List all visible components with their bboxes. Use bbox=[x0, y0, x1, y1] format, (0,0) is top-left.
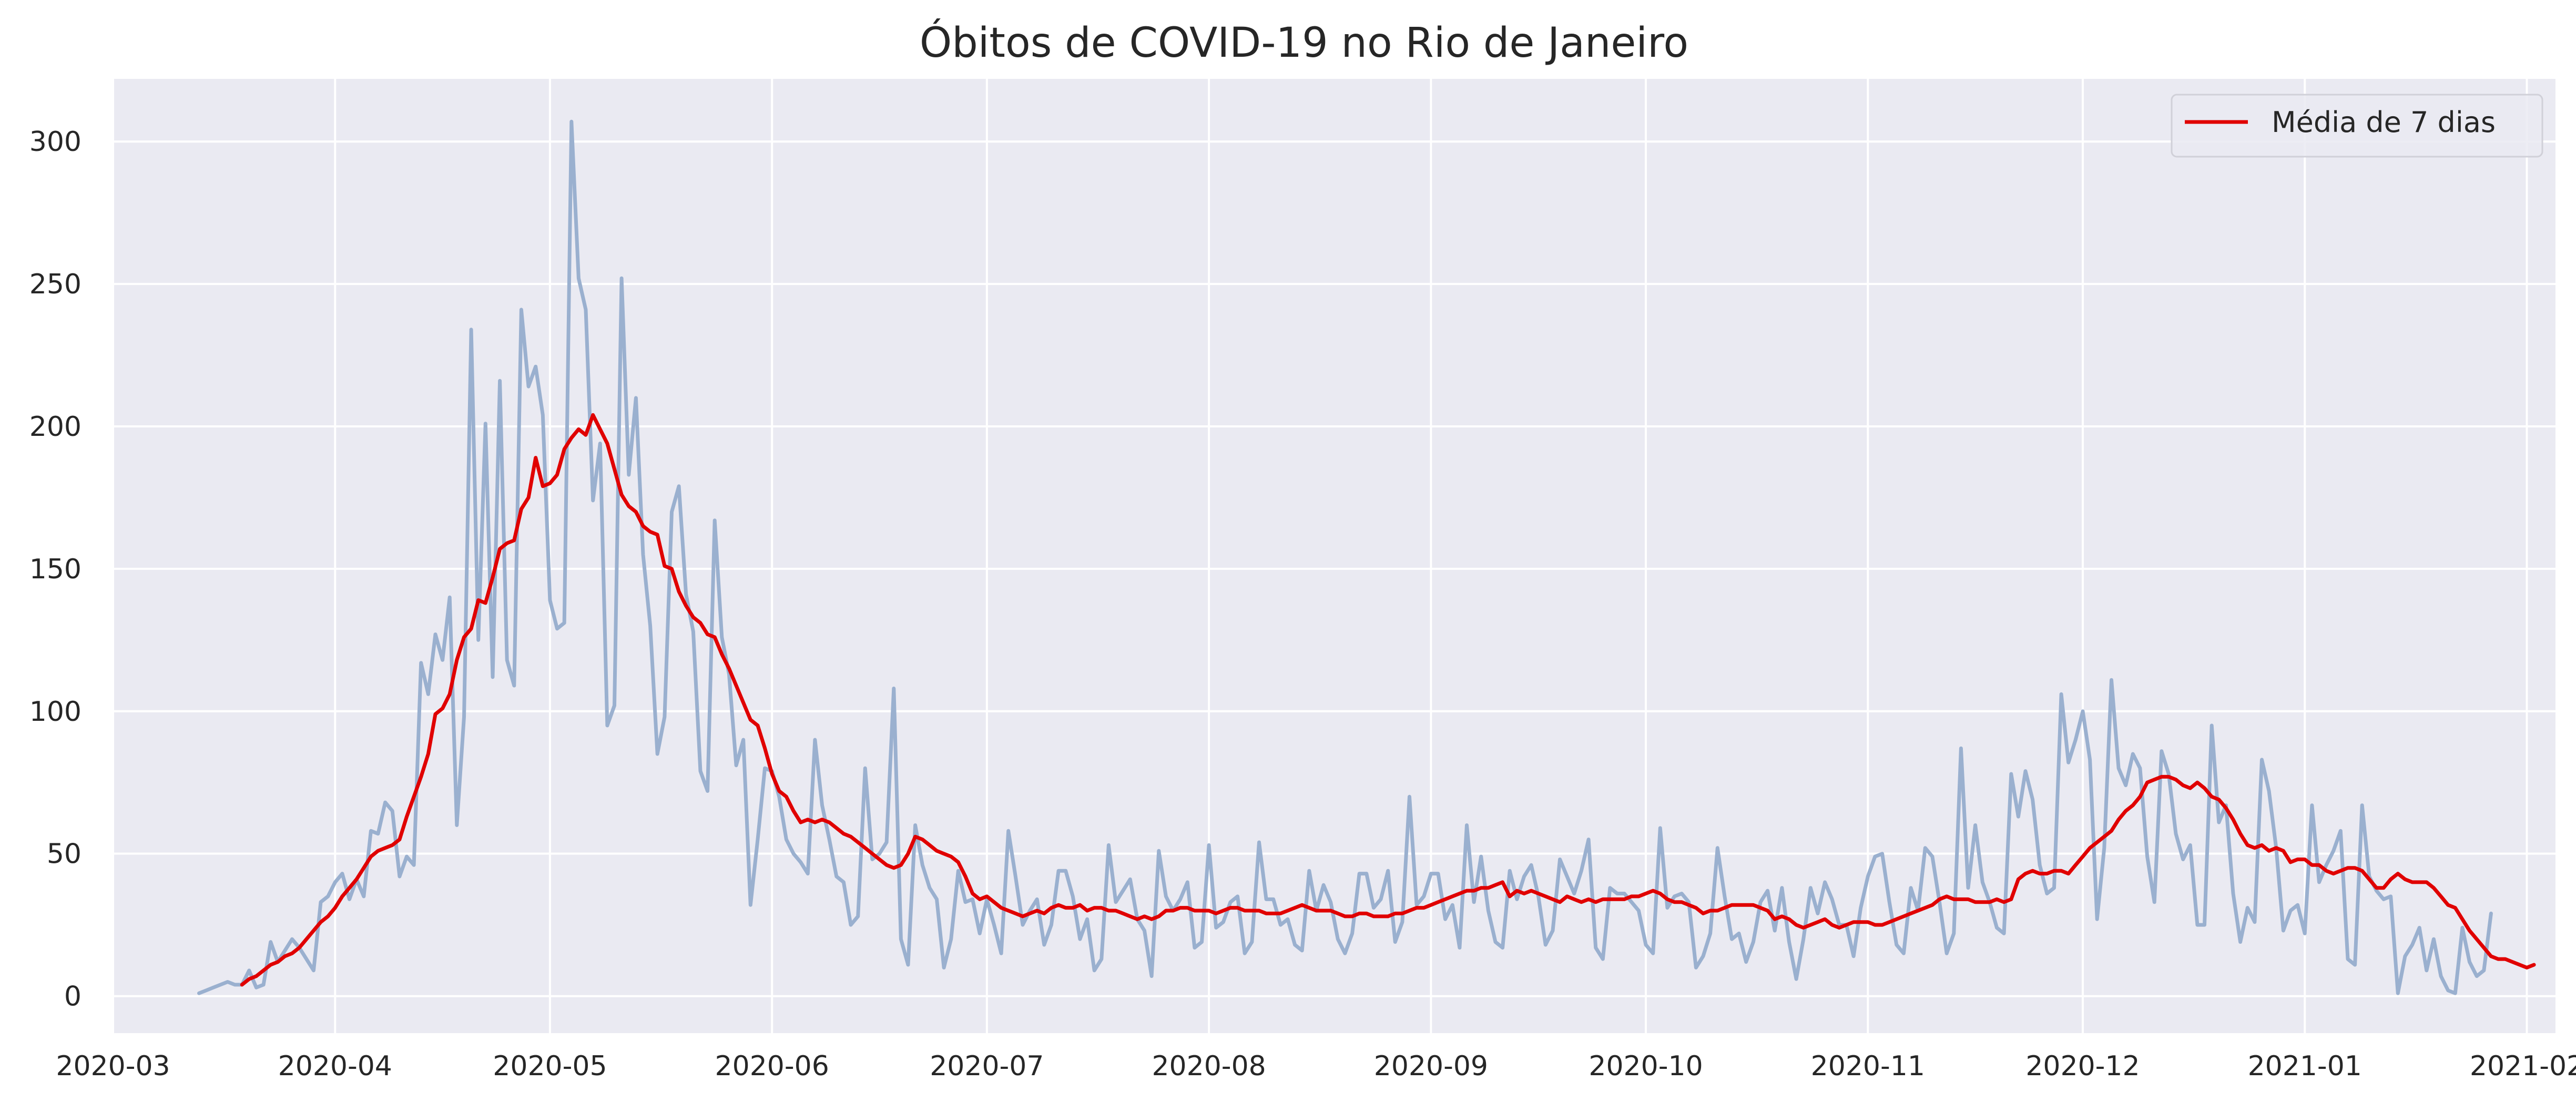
x-tick-label: 2020-06 bbox=[715, 1050, 829, 1082]
x-tick-label: 2021-02 bbox=[2470, 1050, 2576, 1082]
y-tick-label: 200 bbox=[29, 411, 82, 443]
y-tick-label: 250 bbox=[29, 269, 82, 300]
chart-title: Óbitos de COVID-19 no Rio de Janeiro bbox=[920, 18, 1688, 67]
x-tick-label: 2020-12 bbox=[2025, 1050, 2140, 1082]
tick-labels: 2020-03 2020-04 2020-05 2020-06 2020-07 2020-… bbox=[29, 126, 2576, 1082]
x-tick-label: 2020-07 bbox=[930, 1050, 1044, 1082]
y-tick-label: 50 bbox=[47, 839, 82, 870]
series-daily-deaths bbox=[197, 119, 2493, 995]
x-tick-label: 2020-05 bbox=[493, 1050, 607, 1082]
y-tick-label: 100 bbox=[29, 696, 82, 728]
y-tick-label: 150 bbox=[29, 554, 82, 585]
y-tick-label: 0 bbox=[64, 981, 82, 1013]
x-tick-label: 2021-01 bbox=[2248, 1050, 2362, 1082]
x-tick-label: 2020-08 bbox=[1152, 1050, 1266, 1082]
x-tick-label: 2020-10 bbox=[1589, 1050, 1703, 1082]
legend-label-avg: Média de 7 dias bbox=[2272, 106, 2496, 139]
x-tick-label: 2020-04 bbox=[278, 1050, 392, 1082]
legend-box bbox=[2171, 94, 2543, 158]
x-tick-label: 2020-03 bbox=[56, 1050, 170, 1082]
x-tick-label: 2020-11 bbox=[1811, 1050, 1925, 1082]
series-rolling-average bbox=[240, 413, 2536, 987]
x-tick-label: 2020-09 bbox=[1374, 1050, 1488, 1082]
y-tick-label: 300 bbox=[29, 126, 82, 158]
grid-lines bbox=[112, 79, 2555, 1033]
series-layer bbox=[197, 119, 2536, 995]
legend: Média de 7 dias bbox=[2171, 94, 2543, 158]
